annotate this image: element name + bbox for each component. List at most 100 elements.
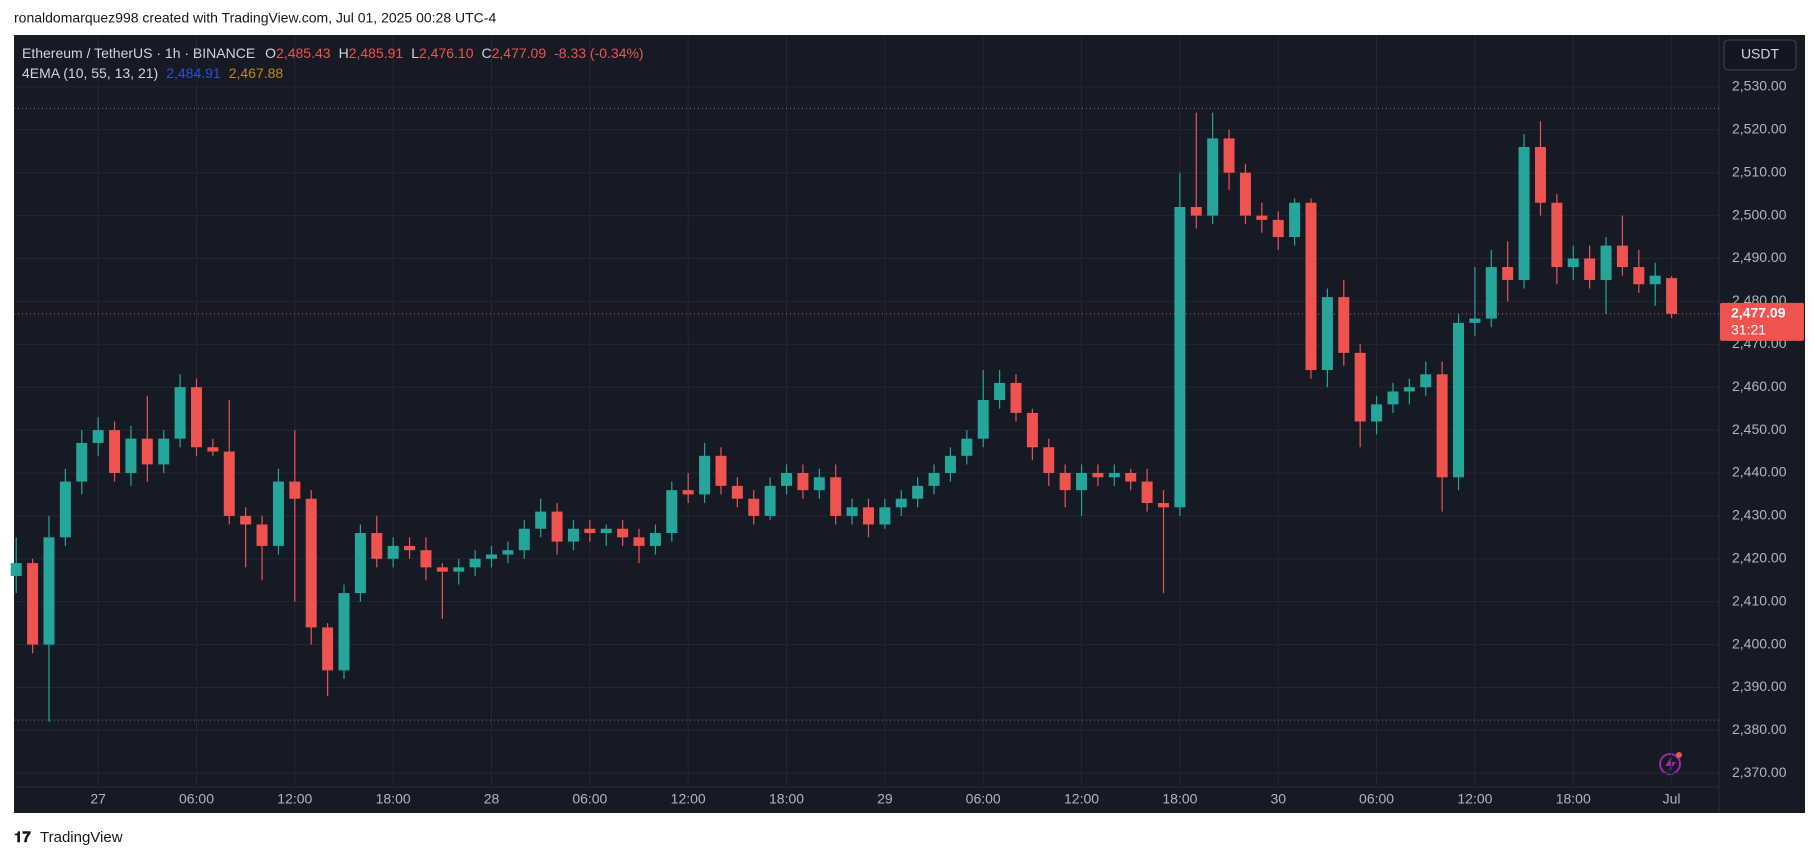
- candle-body: [289, 481, 301, 499]
- candle-body: [1551, 202, 1563, 268]
- x-tick-label: 12:00: [1457, 791, 1492, 807]
- candle-body: [1436, 374, 1448, 478]
- candle-body: [1534, 146, 1546, 203]
- candle-body: [682, 490, 694, 495]
- candle-body: [731, 485, 743, 499]
- y-tick-label: 2,430.00: [1732, 507, 1787, 523]
- indicator-value: 2,467.88: [229, 65, 284, 81]
- candle-body: [1010, 382, 1022, 413]
- candle-body: [1338, 297, 1350, 353]
- candle-body: [1600, 245, 1612, 280]
- candle-body: [1190, 207, 1202, 216]
- candle-body: [1584, 258, 1596, 280]
- candle-body: [1272, 219, 1284, 238]
- candle-body: [1108, 472, 1120, 478]
- candle-body: [862, 507, 874, 525]
- candle-body: [846, 507, 858, 516]
- currency: USDT: [1741, 46, 1780, 62]
- candle-body: [1518, 146, 1530, 280]
- x-tick-label: 12:00: [277, 791, 312, 807]
- candle-body: [338, 593, 350, 671]
- candle-body: [535, 511, 547, 529]
- candle-body: [567, 528, 579, 542]
- candle-body: [354, 533, 366, 594]
- candle-body: [633, 537, 645, 546]
- x-tick-label: 18:00: [769, 791, 804, 807]
- candle-body: [1026, 412, 1038, 448]
- legend-low: 2,476.10: [419, 45, 474, 61]
- legend-change: -8.33 (-0.34%): [554, 45, 643, 61]
- x-tick-label: 06:00: [179, 791, 214, 807]
- candle-body: [1174, 207, 1186, 508]
- candle-body: [649, 533, 661, 546]
- y-tick-label: 2,420.00: [1732, 549, 1787, 565]
- y-tick-label: 2,460.00: [1732, 378, 1787, 394]
- candle-body: [961, 438, 973, 456]
- candle-body: [1092, 472, 1104, 478]
- currency-button[interactable]: [1723, 39, 1797, 71]
- y-tick-label: 2,400.00: [1732, 635, 1787, 651]
- candle-body: [1371, 404, 1383, 422]
- y-tick-label: 2,410.00: [1732, 592, 1787, 608]
- candle-body: [928, 472, 940, 486]
- y-tick-label: 2,530.00: [1732, 78, 1787, 94]
- candle-body: [207, 447, 219, 452]
- y-tick-label: 2,450.00: [1732, 421, 1787, 437]
- candle-body: [879, 507, 891, 525]
- x-tick-label: 30: [1270, 791, 1286, 807]
- x-tick-label: 18:00: [1162, 791, 1197, 807]
- candle-body: [1207, 138, 1219, 216]
- candle-body: [912, 485, 924, 499]
- legend-c: C: [481, 45, 491, 61]
- candle-body: [699, 455, 711, 495]
- indicator-name: 4EMA (10, 55, 13, 21): [22, 65, 158, 81]
- candle-body: [158, 438, 170, 465]
- candle-body: [1239, 172, 1251, 216]
- candle-body: [141, 438, 153, 465]
- candle-body: [1469, 318, 1481, 323]
- candle-body: [830, 477, 842, 516]
- candle-body: [453, 567, 465, 572]
- candle-body: [1256, 215, 1268, 220]
- x-tick-label: 28: [484, 791, 500, 807]
- x-tick-label: 06:00: [1359, 791, 1394, 807]
- candle-body: [1223, 138, 1235, 173]
- x-tick-label: 18:00: [376, 791, 411, 807]
- candle-body: [502, 550, 514, 555]
- candle-body: [1305, 202, 1317, 371]
- x-tick-label: 18:00: [1556, 791, 1591, 807]
- candle-body: [1289, 202, 1301, 238]
- candle-body: [1649, 275, 1661, 285]
- candle-body: [764, 485, 776, 516]
- x-tick-label: 12:00: [1064, 791, 1099, 807]
- candle-body: [404, 545, 416, 551]
- candle-body: [256, 524, 268, 546]
- candle-body: [1633, 267, 1645, 285]
- candle-body: [1158, 503, 1169, 508]
- candle-body: [994, 382, 1006, 401]
- candle-body: [1502, 267, 1514, 280]
- legend-open: 2,485.43: [276, 45, 331, 61]
- x-tick-label: 06:00: [572, 791, 607, 807]
- candle-body: [109, 430, 121, 473]
- candle-body: [223, 451, 235, 516]
- candle-body: [518, 528, 530, 551]
- candle-body: [600, 528, 612, 534]
- last-price-label: 2,477.09: [1731, 305, 1786, 321]
- candle-body: [125, 438, 137, 473]
- y-tick-label: 2,390.00: [1732, 678, 1787, 694]
- lightning-icon[interactable]: [1659, 752, 1682, 775]
- x-tick-label: 29: [877, 791, 893, 807]
- candle-body: [92, 430, 104, 443]
- candle-body: [43, 537, 55, 645]
- candle-body: [666, 490, 678, 534]
- legend-high: 2,485.91: [349, 45, 404, 61]
- candle-body: [436, 567, 448, 572]
- legend-l: L: [411, 45, 419, 61]
- candle-body: [1354, 352, 1366, 422]
- candle-body: [190, 387, 202, 448]
- candle-body: [895, 498, 907, 508]
- y-tick-label: 2,440.00: [1732, 464, 1787, 480]
- candle-body: [305, 498, 317, 628]
- indicator-legend: 4EMA (10, 55, 13, 21) 2,484.91 2,467.88: [22, 65, 283, 81]
